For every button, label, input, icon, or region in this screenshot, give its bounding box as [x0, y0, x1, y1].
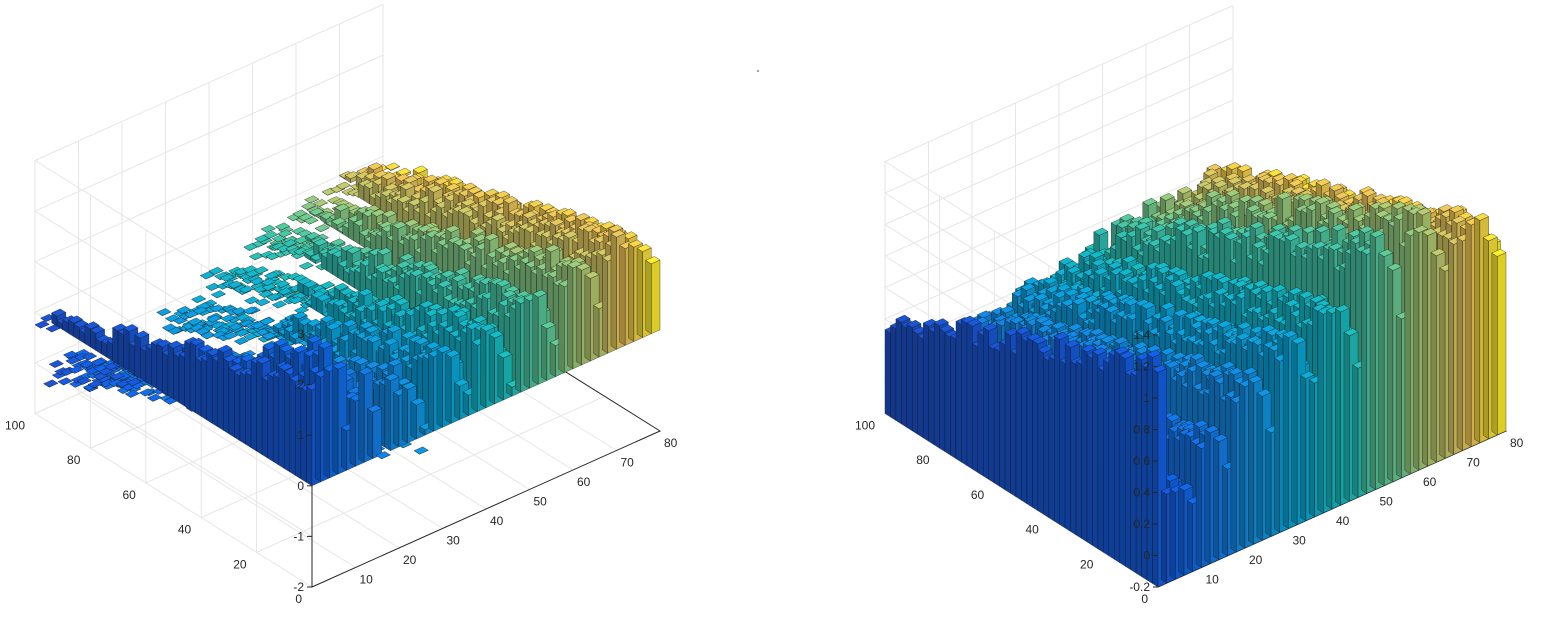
bar-top — [57, 377, 73, 386]
bar-top — [303, 216, 319, 225]
bar-face — [228, 367, 235, 438]
bar-face — [195, 357, 202, 417]
bar-top — [67, 315, 83, 324]
bar-face — [223, 358, 230, 435]
bar-top — [34, 320, 50, 329]
bar-top — [294, 236, 310, 244]
bar-top — [156, 308, 172, 316]
bar-top — [260, 224, 276, 233]
bar-top — [412, 165, 428, 174]
bar-top — [68, 365, 84, 374]
bar-face — [206, 351, 213, 424]
bar-top — [51, 308, 67, 317]
bar-top — [313, 199, 329, 207]
z-gridline — [33, 206, 384, 537]
bar-face — [184, 340, 191, 410]
left-bar-surface — [34, 162, 661, 487]
bar-top — [227, 280, 243, 289]
bar-face — [140, 347, 146, 383]
bar-top — [301, 202, 317, 210]
bar-top — [192, 306, 208, 315]
bar-top — [90, 358, 106, 367]
z-gridline — [33, 257, 384, 588]
bar-top — [48, 360, 64, 368]
bar-face — [162, 352, 169, 396]
bar-top — [87, 380, 103, 389]
bar-top — [187, 317, 203, 326]
bar-face — [234, 372, 241, 442]
bar-top — [184, 310, 200, 319]
bar-face — [129, 342, 135, 376]
bar-face — [354, 269, 361, 292]
bar-top — [76, 376, 92, 385]
bar-face — [117, 331, 124, 369]
bar-top — [263, 230, 279, 239]
bar-top — [304, 195, 320, 204]
bar-top — [211, 290, 226, 299]
bar-face — [239, 371, 246, 445]
bar-top — [199, 271, 215, 280]
bar-top — [396, 167, 412, 176]
bar-top — [191, 295, 207, 303]
bar-top — [167, 326, 183, 335]
bar-face — [145, 345, 152, 386]
bar-face — [84, 325, 91, 348]
bar-face — [156, 343, 163, 393]
bar-top — [79, 360, 95, 369]
bar-face — [201, 357, 207, 421]
bar-face — [256, 359, 263, 455]
bar-face — [353, 222, 360, 245]
bar-top — [208, 266, 224, 275]
bar-top — [73, 319, 89, 328]
bar-face — [112, 327, 119, 365]
bar-face — [212, 357, 218, 428]
bar-face — [397, 199, 403, 226]
bar-face — [261, 377, 268, 459]
bar-top — [277, 229, 293, 238]
bar-top — [82, 352, 98, 361]
bar-top — [334, 203, 350, 212]
bar-top — [176, 306, 192, 314]
bar-face — [189, 341, 196, 414]
bar-top — [335, 181, 351, 190]
bar-face — [173, 353, 180, 403]
bar-face — [217, 348, 224, 431]
bar-face — [348, 218, 354, 242]
bar-top — [253, 266, 269, 274]
bar-face — [134, 334, 141, 379]
bar-face — [245, 371, 252, 448]
bar-top — [63, 350, 79, 359]
bar-face — [178, 353, 185, 407]
bar-face — [151, 342, 158, 389]
bar-top — [314, 224, 330, 232]
bar-face — [250, 360, 257, 452]
bar-face — [326, 251, 333, 275]
stray-dot-mark — [757, 70, 759, 72]
bar-top — [219, 273, 235, 282]
bar-top — [238, 285, 254, 294]
bar-top — [195, 327, 211, 336]
bar-top — [282, 239, 298, 248]
bar-top — [367, 162, 383, 171]
bar-top — [381, 172, 397, 180]
bar-face — [167, 344, 174, 400]
bar-face — [123, 327, 130, 372]
bar-face — [392, 224, 399, 269]
bar-top — [205, 282, 221, 291]
bar-top — [385, 162, 400, 171]
bar-top — [275, 222, 291, 231]
bar-top — [248, 252, 264, 261]
bar-top — [309, 207, 325, 216]
bar-top — [43, 379, 59, 388]
bar-face — [332, 253, 339, 279]
